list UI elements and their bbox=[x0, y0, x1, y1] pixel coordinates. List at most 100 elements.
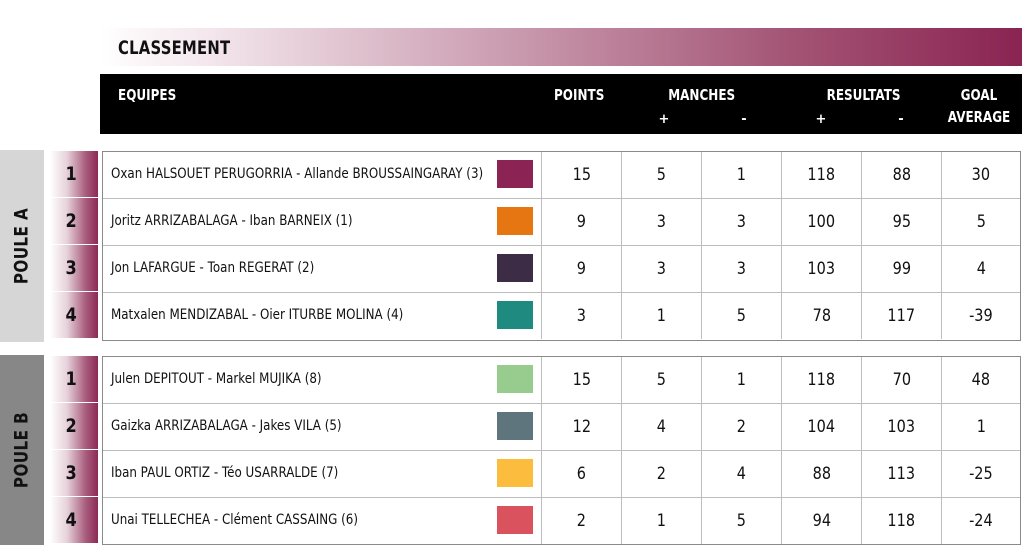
rank-number: 2 bbox=[65, 210, 78, 232]
resultats-plus-cell: 118 bbox=[781, 357, 861, 403]
table-row: Julen DEPITOUT - Markel MUJIKA (8) 15 5 … bbox=[103, 357, 1020, 404]
pool-b-table: Julen DEPITOUT - Markel MUJIKA (8) 15 5 … bbox=[102, 356, 1021, 545]
rank-number: 3 bbox=[65, 257, 78, 279]
resultats-plus-cell: 94 bbox=[781, 498, 861, 544]
rank-cell: 3 bbox=[50, 245, 98, 291]
manches-plus-cell: 5 bbox=[621, 152, 701, 198]
team-cell: Julen DEPITOUT - Markel MUJIKA (8) bbox=[103, 357, 541, 403]
goal-average-cell: -24 bbox=[941, 498, 1020, 544]
resultats-minus-cell: 95 bbox=[861, 199, 941, 245]
goal-average-cell: 4 bbox=[941, 246, 1020, 292]
team-name: Oxan HALSOUET PERUGORRIA - Allande BROUS… bbox=[111, 166, 484, 182]
rank-cell: 1 bbox=[50, 151, 98, 197]
pool-b-label: POULE B bbox=[0, 355, 44, 545]
manches-minus-cell: 2 bbox=[701, 404, 781, 450]
team-color-swatch bbox=[497, 365, 533, 393]
team-color-swatch bbox=[497, 160, 533, 188]
points-cell: 9 bbox=[541, 246, 621, 292]
resultats-plus-cell: 100 bbox=[781, 199, 861, 245]
header-manches-plus: + bbox=[658, 112, 670, 127]
table-row: Jon LAFARGUE - Toan REGERAT (2) 9 3 3 10… bbox=[103, 246, 1020, 293]
table-row: Unai TELLECHEA - Clément CASSAING (6) 2 … bbox=[103, 498, 1020, 544]
goal-average-cell: -39 bbox=[941, 293, 1020, 339]
rank-cell: 3 bbox=[50, 450, 98, 496]
manches-plus-cell: 1 bbox=[621, 498, 701, 544]
resultats-minus-cell: 113 bbox=[861, 451, 941, 497]
resultats-plus-cell: 88 bbox=[781, 451, 861, 497]
pool-b-label-text: POULE B bbox=[11, 411, 34, 489]
rank-cell: 2 bbox=[50, 198, 98, 244]
team-cell: Gaizka ARRIZABALAGA - Jakes VILA (5) bbox=[103, 404, 541, 450]
table-header: EQUIPES POINTS MANCHES + - RESULTATS + -… bbox=[100, 74, 1022, 134]
manches-minus-cell: 3 bbox=[701, 246, 781, 292]
points-cell: 15 bbox=[541, 357, 621, 403]
points-cell: 6 bbox=[541, 451, 621, 497]
manches-minus-cell: 1 bbox=[701, 152, 781, 198]
manches-minus-cell: 1 bbox=[701, 357, 781, 403]
title-bar: CLASSEMENT bbox=[100, 28, 1022, 66]
resultats-minus-cell: 117 bbox=[861, 293, 941, 339]
points-cell: 3 bbox=[541, 293, 621, 339]
header-points: POINTS bbox=[554, 86, 605, 104]
pool-a-label-text: POULE A bbox=[11, 207, 34, 285]
team-name: Unai TELLECHEA - Clément CASSAING (6) bbox=[111, 512, 359, 528]
rank-cell: 1 bbox=[50, 356, 98, 402]
team-color-swatch bbox=[497, 412, 533, 440]
team-cell: Matxalen MENDIZABAL - Oier ITURBE MOLINA… bbox=[103, 293, 541, 339]
rank-number: 2 bbox=[65, 415, 78, 437]
team-name: Gaizka ARRIZABALAGA - Jakes VILA (5) bbox=[111, 418, 342, 434]
header-manches: MANCHES bbox=[668, 86, 736, 104]
pool-a-table: Oxan HALSOUET PERUGORRIA - Allande BROUS… bbox=[102, 151, 1021, 341]
rank-number: 4 bbox=[65, 509, 78, 531]
team-color-swatch bbox=[497, 301, 533, 329]
team-color-swatch bbox=[497, 506, 533, 534]
header-resultats-plus: + bbox=[815, 112, 827, 127]
header-goal: GOAL bbox=[960, 86, 998, 104]
rank-number: 3 bbox=[65, 462, 78, 484]
header-equipes: EQUIPES bbox=[118, 86, 177, 104]
rank-number: 1 bbox=[65, 368, 78, 390]
resultats-plus-cell: 103 bbox=[781, 246, 861, 292]
rank-number: 4 bbox=[65, 304, 78, 326]
team-name: Jon LAFARGUE - Toan REGERAT (2) bbox=[111, 260, 315, 276]
header-resultats-minus: - bbox=[898, 112, 904, 127]
page-title: CLASSEMENT bbox=[118, 37, 231, 59]
manches-plus-cell: 4 bbox=[621, 404, 701, 450]
header-manches-minus: - bbox=[741, 112, 747, 127]
team-name: Iban PAUL ORTIZ - Téo USARRALDE (7) bbox=[111, 465, 339, 481]
resultats-minus-cell: 99 bbox=[861, 246, 941, 292]
resultats-minus-cell: 103 bbox=[861, 404, 941, 450]
table-row: Iban PAUL ORTIZ - Téo USARRALDE (7) 6 2 … bbox=[103, 451, 1020, 498]
resultats-minus-cell: 70 bbox=[861, 357, 941, 403]
table-row: Gaizka ARRIZABALAGA - Jakes VILA (5) 12 … bbox=[103, 404, 1020, 451]
rank-cell: 4 bbox=[50, 292, 98, 338]
rank-cell: 2 bbox=[50, 403, 98, 449]
rank-cell: 4 bbox=[50, 497, 98, 543]
points-cell: 2 bbox=[541, 498, 621, 544]
table-row: Matxalen MENDIZABAL - Oier ITURBE MOLINA… bbox=[103, 293, 1020, 339]
goal-average-cell: -25 bbox=[941, 451, 1020, 497]
header-average: AVERAGE bbox=[947, 108, 1011, 126]
goal-average-cell: 30 bbox=[941, 152, 1020, 198]
manches-minus-cell: 4 bbox=[701, 451, 781, 497]
points-cell: 12 bbox=[541, 404, 621, 450]
team-cell: Oxan HALSOUET PERUGORRIA - Allande BROUS… bbox=[103, 152, 541, 198]
team-color-swatch bbox=[497, 207, 533, 235]
manches-plus-cell: 2 bbox=[621, 451, 701, 497]
resultats-plus-cell: 104 bbox=[781, 404, 861, 450]
team-color-swatch bbox=[497, 254, 533, 282]
team-name: Joritz ARRIZABALAGA - Iban BARNEIX (1) bbox=[111, 213, 353, 229]
resultats-plus-cell: 78 bbox=[781, 293, 861, 339]
team-name: Julen DEPITOUT - Markel MUJIKA (8) bbox=[111, 371, 322, 387]
rank-number: 1 bbox=[65, 163, 78, 185]
team-cell: Unai TELLECHEA - Clément CASSAING (6) bbox=[103, 498, 541, 544]
goal-average-cell: 5 bbox=[941, 199, 1020, 245]
team-cell: Iban PAUL ORTIZ - Téo USARRALDE (7) bbox=[103, 451, 541, 497]
resultats-minus-cell: 118 bbox=[861, 498, 941, 544]
table-row: Joritz ARRIZABALAGA - Iban BARNEIX (1) 9… bbox=[103, 199, 1020, 246]
manches-plus-cell: 3 bbox=[621, 246, 701, 292]
points-cell: 9 bbox=[541, 199, 621, 245]
header-resultats: RESULTATS bbox=[826, 86, 901, 104]
resultats-plus-cell: 118 bbox=[781, 152, 861, 198]
goal-average-cell: 1 bbox=[941, 404, 1020, 450]
